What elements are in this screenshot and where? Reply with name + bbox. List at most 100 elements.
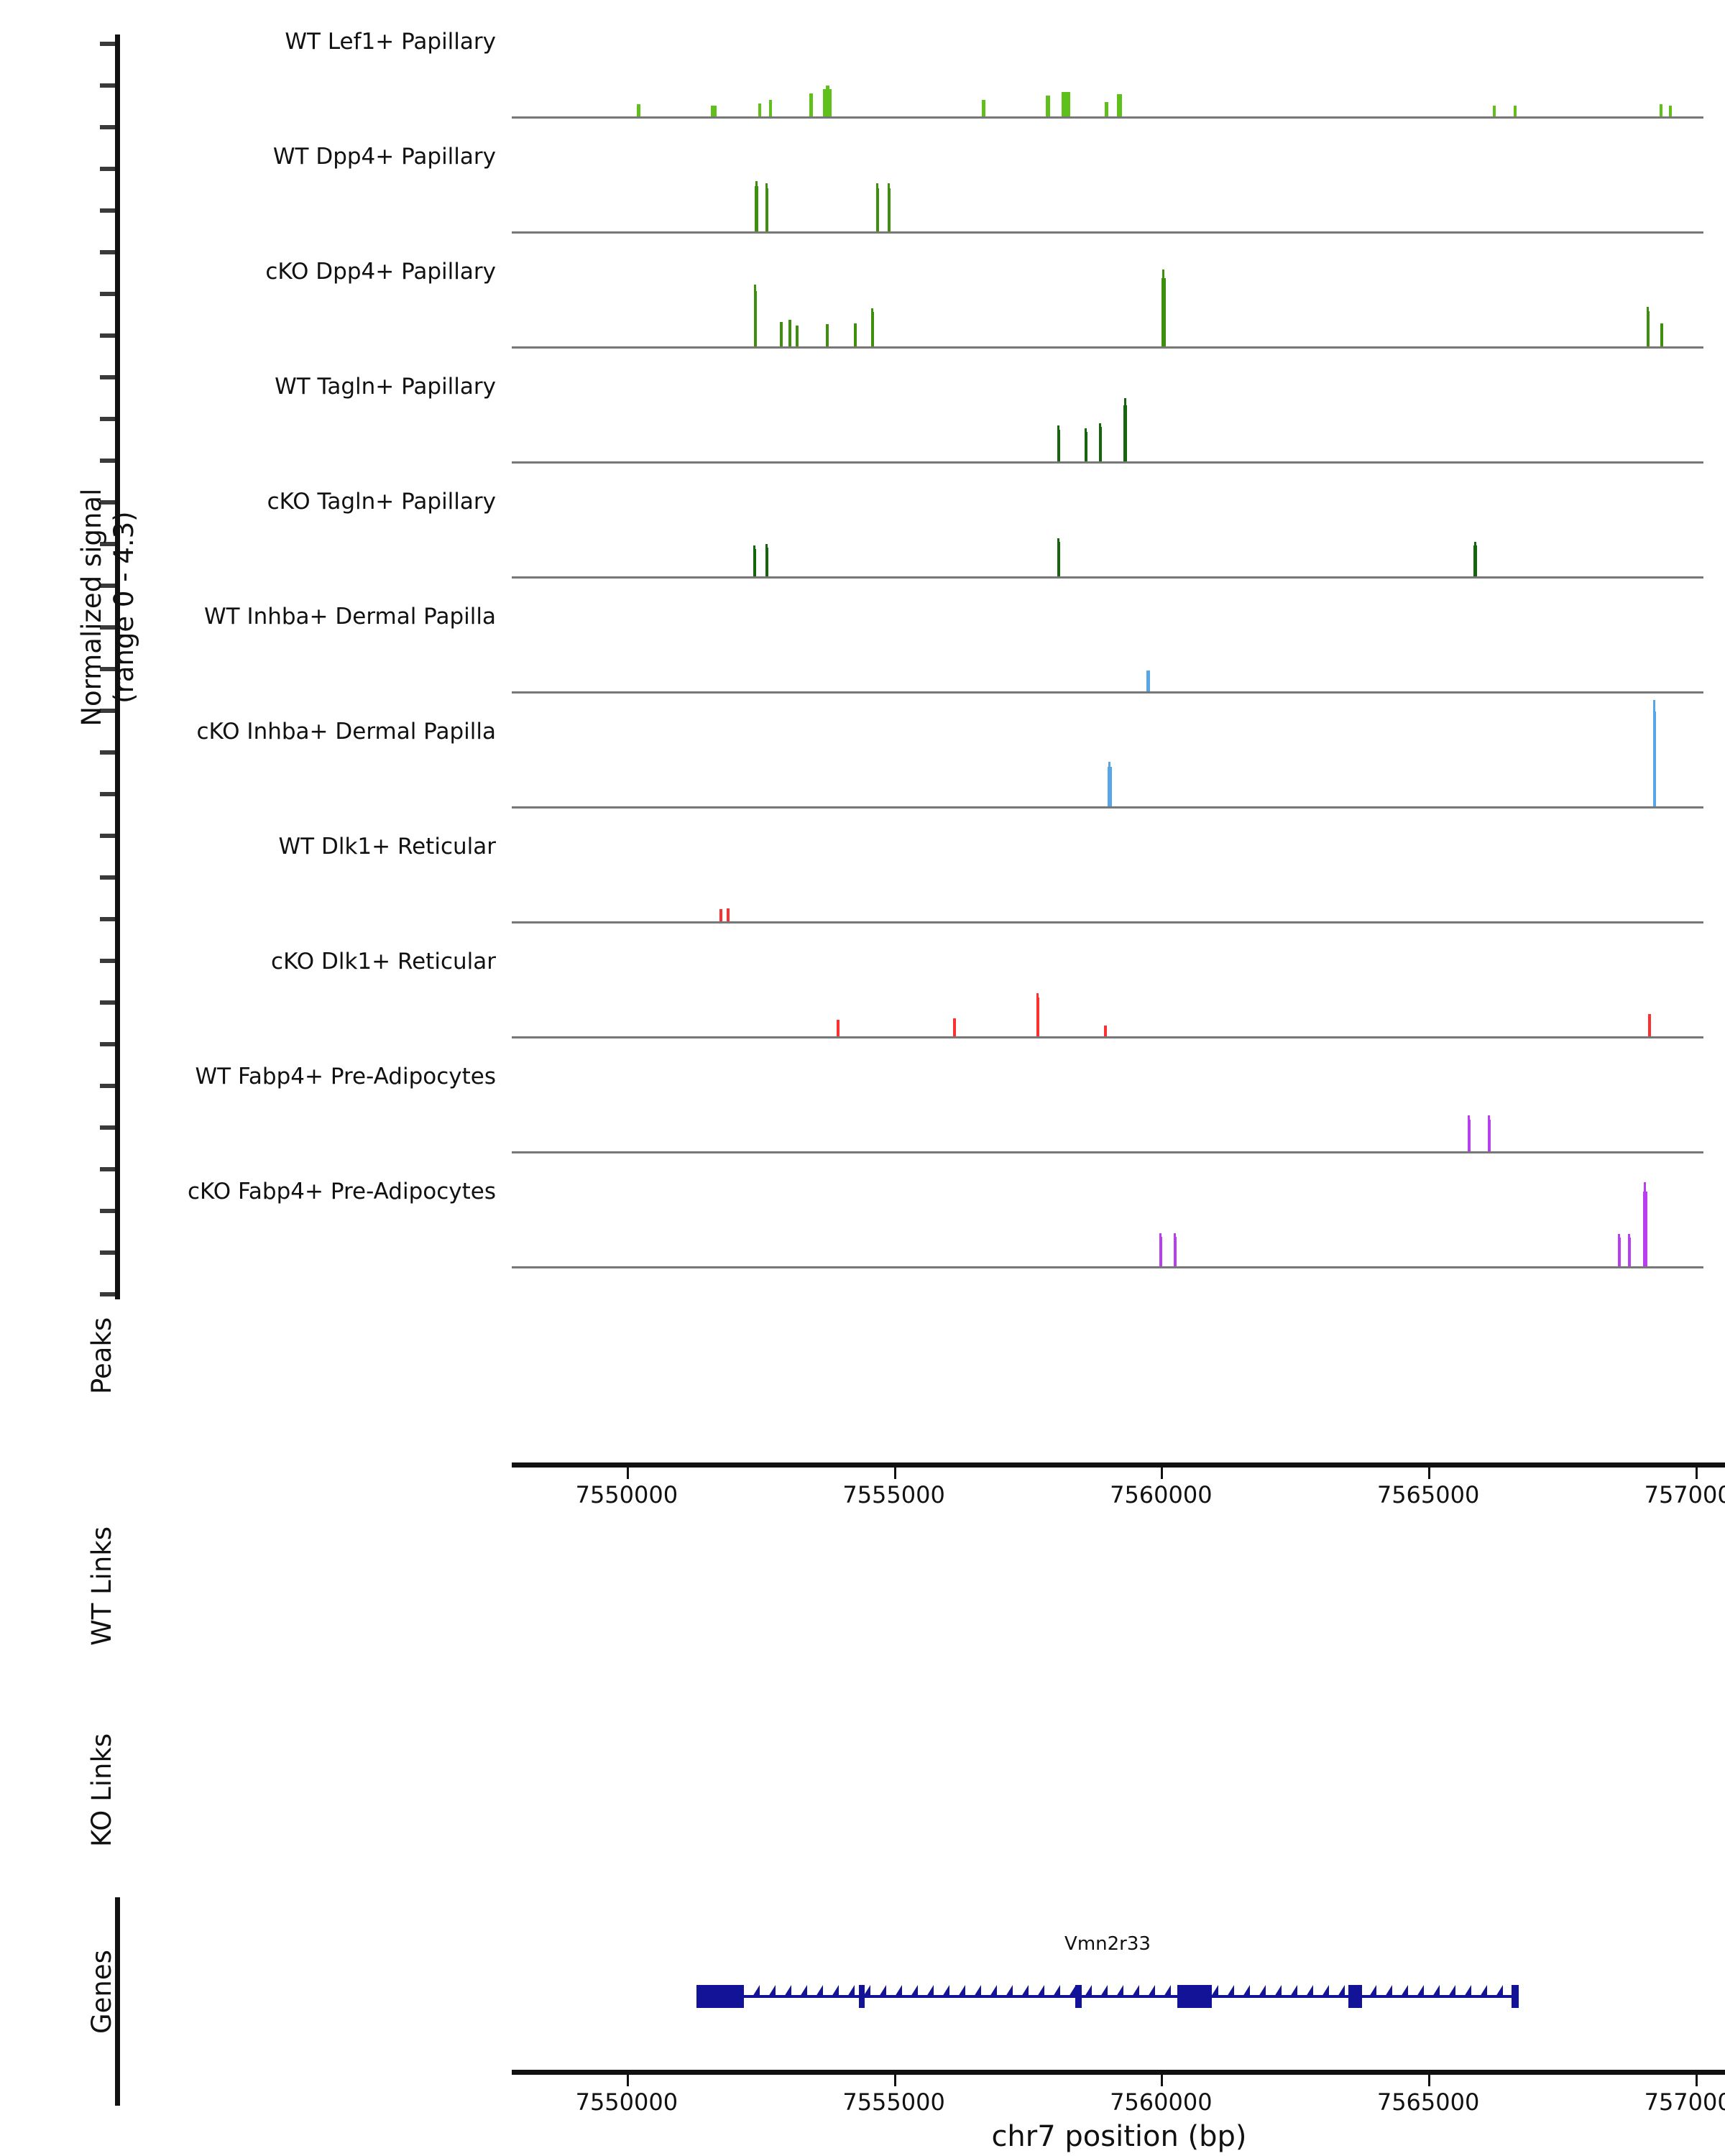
signal-track: WT Lef1+ Papillary (0, 22, 1725, 135)
gene-strand-arrow (1448, 1985, 1455, 1996)
gene-strand-arrow (1305, 1985, 1313, 1996)
signal-peak (809, 93, 814, 116)
gene-strand-arrow (1416, 1985, 1424, 1996)
signal-peak-tip (1627, 1234, 1630, 1266)
signal-axis-tick (100, 459, 115, 463)
signal-peak-tip (1643, 1182, 1646, 1266)
track-label-wt-lef1-papillary: WT Lef1+ Papillary (285, 29, 496, 55)
signal-axis-tick (100, 292, 115, 296)
signal-track: WT Dpp4+ Papillary (0, 137, 1725, 250)
gene-strand-arrow (973, 1985, 981, 1996)
gene-strand-arrow (1036, 1985, 1044, 1996)
signal-peak-tip (1123, 398, 1126, 461)
gene-exon (1512, 1985, 1519, 2008)
signal-axis-tick (100, 417, 115, 421)
gene-strand-arrow (1052, 1985, 1060, 1996)
signal-axis-spine (115, 34, 120, 1299)
gene-strand-arrow (1068, 1985, 1076, 1996)
gene-strand-arrow (1100, 1985, 1108, 1996)
x-axis-tick (626, 2075, 629, 2086)
signal-peak-tip (1108, 762, 1110, 806)
signal-track: cKO Dpp4+ Papillary (0, 252, 1725, 365)
signal-peak (1513, 105, 1517, 116)
gene-strand-arrow (815, 1985, 823, 1996)
signal-peak-tip (1036, 992, 1039, 1036)
x-axis-tick-label: 7565000 (1376, 2088, 1480, 2116)
signal-peak (836, 1019, 840, 1036)
x-axis-tick-label: 7560000 (1110, 1481, 1213, 1508)
track-label-cko-dpp4-papillary: cKO Dpp4+ Papillary (265, 259, 496, 285)
gene-strand-arrow (1021, 1985, 1029, 1996)
signal-peak (1146, 670, 1150, 691)
signal-peak-tip (1467, 1115, 1470, 1151)
signal-axis-tick (100, 500, 115, 505)
gene-strand-arrow (768, 1985, 776, 1996)
signal-track: WT Fabp4+ Pre-Adipocytes (0, 1056, 1725, 1170)
gene-strand-arrow (1400, 1985, 1408, 1996)
gene-strand-arrow (957, 1985, 965, 1996)
signal-axis-tick (100, 1250, 115, 1255)
x-axis-tick (1161, 2075, 1164, 2086)
track-label-wt-tagln-papillary: WT Tagln+ Papillary (275, 374, 496, 400)
signal-track: WT Tagln+ Papillary (0, 367, 1725, 480)
gene-strand-arrow (831, 1985, 839, 1996)
gene-strand-arrow (1210, 1985, 1218, 1996)
gene-strand-arrow (862, 1985, 870, 1996)
signal-peak (796, 325, 799, 346)
gene-exon (696, 1985, 745, 2008)
track-baseline (512, 576, 1703, 579)
gene-strand-arrow (1274, 1985, 1282, 1996)
signal-peak-tip (1174, 1233, 1177, 1266)
signal-axis-tick (100, 834, 115, 838)
gene-strand-arrow (1495, 1985, 1503, 1996)
track-plot-area (512, 482, 1703, 579)
track-plot-area (512, 700, 1703, 808)
gene-strand-arrow (752, 1985, 760, 1996)
signal-axis-tick (100, 750, 115, 755)
signal-track: WT Inhba+ Dermal Papilla (0, 596, 1725, 710)
gene-strand-arrow (1084, 1985, 1092, 1996)
signal-peak-tip (887, 183, 890, 231)
gene-strand-arrow (1479, 1985, 1487, 1996)
gene-strand-arrow (1384, 1985, 1392, 1996)
track-plot-area (512, 367, 1703, 464)
signal-peak (854, 323, 857, 346)
signal-peak (1103, 1025, 1108, 1036)
signal-peak (636, 104, 640, 116)
track-baseline (512, 806, 1703, 808)
track-baseline (512, 1151, 1703, 1153)
signal-peak (981, 99, 986, 116)
gene-exon (1348, 1985, 1362, 2008)
signal-axis-tick (100, 667, 115, 671)
signal-axis-tick (100, 1084, 115, 1088)
gene-strand-arrow (878, 1985, 886, 1996)
gene-strand-arrow (783, 1985, 791, 1996)
x-axis-line-bottom (512, 2070, 1725, 2075)
x-axis-caption: chr7 position (bp) (991, 2120, 1247, 2153)
gene-exon (1075, 1985, 1082, 2008)
signal-axis-tick (100, 959, 115, 963)
signal-peak (788, 320, 791, 346)
signal-track: cKO Inhba+ Dermal Papilla (0, 700, 1725, 825)
wt-links-section-label: WT Links (86, 1526, 117, 1646)
track-baseline (512, 1266, 1703, 1268)
track-label-cko-tagln-papillary: cKO Tagln+ Papillary (267, 489, 496, 515)
signal-peak-tip (1162, 270, 1165, 346)
signal-track: cKO Dlk1+ Reticular (0, 941, 1725, 1055)
signal-peak-tip (1487, 1115, 1490, 1151)
signal-axis-tick (100, 542, 115, 546)
gene-strand-arrow (1242, 1985, 1250, 1996)
gene-strand-arrow (1226, 1985, 1234, 1996)
x-axis-tick (1695, 1468, 1698, 1479)
signal-axis-tick (100, 1292, 115, 1296)
signal-peak-tip (765, 544, 768, 576)
signal-peak (780, 322, 783, 346)
x-axis-tick (1428, 1468, 1431, 1479)
signal-axis-tick (100, 208, 115, 213)
gene-strand-arrow (799, 1985, 807, 1996)
signal-peak (768, 99, 772, 116)
signal-axis-tick (100, 584, 115, 588)
track-plot-area (512, 826, 1703, 923)
gene-exon (859, 1985, 865, 2008)
x-axis-tick-label: 7565000 (1376, 1481, 1480, 1508)
